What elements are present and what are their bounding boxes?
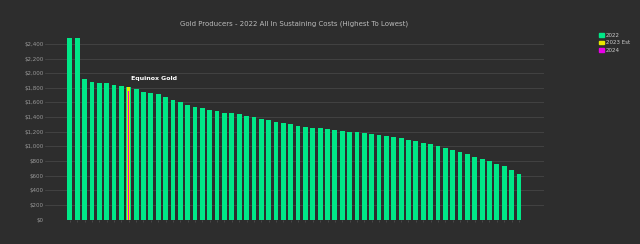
Bar xyxy=(75,38,79,220)
Bar xyxy=(163,97,168,220)
Bar xyxy=(200,108,205,220)
Bar xyxy=(318,128,323,220)
Bar xyxy=(156,94,161,220)
Bar xyxy=(289,124,293,220)
Bar xyxy=(392,137,396,220)
Bar xyxy=(355,132,360,220)
Bar xyxy=(237,114,241,220)
Bar xyxy=(451,150,455,220)
Bar xyxy=(214,111,220,220)
Bar xyxy=(67,38,72,220)
Bar xyxy=(119,86,124,220)
Bar xyxy=(193,107,197,220)
Bar xyxy=(266,120,271,220)
Bar xyxy=(458,152,463,220)
Bar xyxy=(406,140,411,220)
Bar xyxy=(399,138,404,220)
Bar xyxy=(502,166,507,220)
Bar xyxy=(274,122,278,220)
Bar xyxy=(465,154,470,220)
Bar xyxy=(222,113,227,220)
Bar xyxy=(111,85,116,220)
Bar xyxy=(487,161,492,220)
Bar xyxy=(480,159,484,220)
Bar xyxy=(377,135,381,220)
Bar xyxy=(369,134,374,220)
Bar xyxy=(436,146,440,220)
Title: Gold Producers - 2022 All In Sustaining Costs (Highest To Lowest): Gold Producers - 2022 All In Sustaining … xyxy=(180,20,408,27)
Bar xyxy=(325,129,330,220)
Bar xyxy=(362,133,367,220)
Bar xyxy=(170,100,175,220)
Bar xyxy=(495,163,499,220)
Bar xyxy=(443,148,448,220)
Bar xyxy=(141,92,146,220)
Bar xyxy=(104,83,109,220)
Bar xyxy=(207,110,212,220)
Bar xyxy=(348,132,352,220)
Bar xyxy=(303,127,308,220)
Bar xyxy=(127,87,130,220)
Bar xyxy=(90,82,94,220)
Bar xyxy=(516,174,522,220)
Bar xyxy=(413,141,419,220)
Bar xyxy=(310,128,315,220)
Bar xyxy=(252,117,256,220)
Text: Equinox Gold: Equinox Gold xyxy=(131,76,177,81)
Bar xyxy=(126,87,131,220)
Bar xyxy=(244,116,249,220)
Legend: 2022, 2023 Est, 2024: 2022, 2023 Est, 2024 xyxy=(598,32,631,54)
Bar xyxy=(178,102,182,220)
Bar xyxy=(259,119,264,220)
Bar xyxy=(148,93,153,220)
Bar xyxy=(333,130,337,220)
Bar xyxy=(281,123,285,220)
Bar xyxy=(472,157,477,220)
Bar xyxy=(296,125,300,220)
Bar xyxy=(134,89,138,220)
Bar xyxy=(82,79,87,220)
Bar xyxy=(509,170,514,220)
Bar xyxy=(421,143,426,220)
Bar xyxy=(428,144,433,220)
Bar xyxy=(97,83,102,220)
Bar xyxy=(185,105,190,220)
Bar xyxy=(340,131,345,220)
Bar xyxy=(229,113,234,220)
Bar xyxy=(384,136,389,220)
